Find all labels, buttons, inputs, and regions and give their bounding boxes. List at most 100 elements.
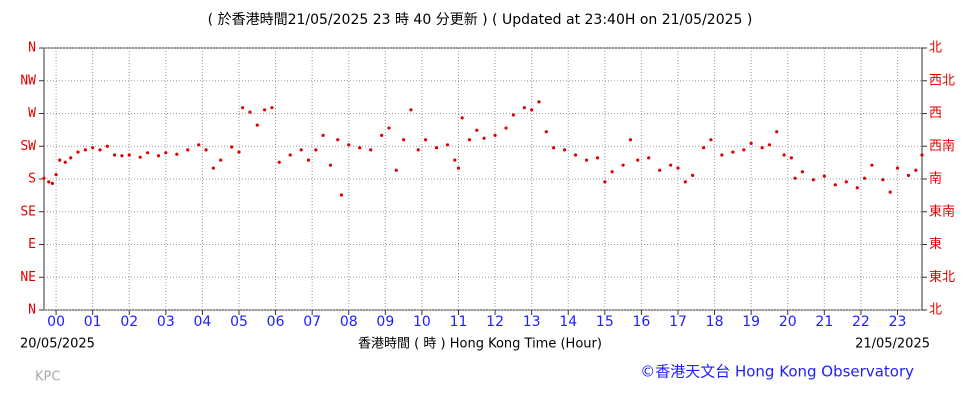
wind-direction-point xyxy=(475,128,479,132)
wind-direction-point xyxy=(800,170,804,174)
wind-direction-point xyxy=(595,156,600,160)
wind-direction-point xyxy=(573,153,578,157)
wind-direction-point xyxy=(237,150,241,154)
x-tick-label: 06 xyxy=(267,314,285,330)
wind-direction-point xyxy=(669,163,673,167)
wind-direction-point xyxy=(248,110,252,114)
wind-direction-point xyxy=(720,153,724,157)
wind-direction-point xyxy=(793,176,797,180)
wind-direction-point xyxy=(658,168,662,172)
wind-direction-point xyxy=(113,153,117,157)
y2-tick-label: 西北 xyxy=(929,73,955,88)
x-tick-label: 16 xyxy=(632,314,650,330)
wind-direction-point xyxy=(277,160,281,164)
wind-direction-point xyxy=(493,133,497,137)
end-date: 21/05/2025 xyxy=(855,337,930,352)
x-tick-label: 12 xyxy=(486,314,504,330)
wind-direction-point xyxy=(701,146,706,150)
wind-direction-point xyxy=(394,168,398,172)
x-axis-label: 香港時間 ( 時 ) Hong Kong Time (Hour) xyxy=(358,337,602,352)
wind-direction-point xyxy=(811,178,815,182)
wind-direction-point xyxy=(789,156,793,160)
x-tick-label: 17 xyxy=(669,314,687,330)
wind-direction-point xyxy=(402,138,406,142)
wind-direction-point xyxy=(862,176,867,180)
x-tick-label: 18 xyxy=(706,314,724,330)
y2-tick-label: 北 xyxy=(929,303,942,318)
x-tick-label: 10 xyxy=(413,314,431,330)
wind-direction-point xyxy=(120,154,124,158)
wind-direction-point xyxy=(175,152,179,156)
wind-direction-point xyxy=(83,148,87,152)
wind-direction-point xyxy=(445,143,450,147)
wind-direction-point xyxy=(906,173,911,177)
wind-direction-point xyxy=(731,150,735,154)
wind-direction-point xyxy=(482,136,486,140)
wind-direction-point xyxy=(270,106,274,110)
wind-direction-point xyxy=(460,116,464,120)
wind-direction-point xyxy=(881,178,885,182)
wind-direction-point xyxy=(767,143,772,147)
wind-direction-point xyxy=(544,130,548,134)
y-tick-label: W xyxy=(28,106,36,121)
y2-tick-label: 北 xyxy=(929,41,942,56)
x-tick-label: 05 xyxy=(230,314,248,330)
wind-direction-point xyxy=(138,155,142,159)
wind-direction-point xyxy=(339,193,344,197)
wind-direction-point xyxy=(314,148,318,152)
wind-direction-point xyxy=(749,141,753,145)
chart-title: ( 於香港時間21/05/2025 23 時 40 分更新 ) ( Update… xyxy=(208,12,753,28)
wind-direction-point xyxy=(47,180,51,184)
wind-direction-point xyxy=(299,148,303,152)
wind-direction-point xyxy=(145,151,150,155)
x-tick-label: 04 xyxy=(193,314,211,330)
wind-direction-point xyxy=(683,180,687,184)
wind-direction-point xyxy=(709,138,713,142)
wind-direction-point xyxy=(387,126,391,130)
wind-direction-point xyxy=(91,146,95,150)
wind-direction-point xyxy=(380,133,384,137)
wind-direction-point xyxy=(204,148,208,152)
wind-direction-point xyxy=(467,138,472,142)
y-tick-label: N xyxy=(28,303,36,318)
y-tick-label: N xyxy=(28,41,36,56)
y-tick-label: NW xyxy=(20,73,36,88)
wind-direction-point xyxy=(453,158,457,162)
wind-direction-point xyxy=(347,143,351,147)
x-tick-label: 19 xyxy=(742,314,760,330)
wind-direction-point xyxy=(504,126,508,130)
wind-direction-point xyxy=(782,153,786,157)
wind-direction-point xyxy=(156,154,161,158)
wind-direction-point xyxy=(562,148,567,152)
wind-direction-point xyxy=(262,108,267,112)
wind-direction-point xyxy=(522,106,526,110)
wind-direction-point xyxy=(676,166,680,170)
x-tick-label: 22 xyxy=(852,314,870,330)
wind-direction-point xyxy=(584,158,589,162)
wind-direction-point xyxy=(920,153,924,157)
wind-direction-point xyxy=(127,153,131,157)
x-tick-label: 03 xyxy=(157,314,175,330)
wind-direction-point xyxy=(511,113,515,117)
x-tick-label: 23 xyxy=(889,314,907,330)
wind-direction-point xyxy=(211,166,215,170)
wind-direction-point xyxy=(628,138,633,142)
wind-direction-point xyxy=(870,163,874,167)
wind-direction-point xyxy=(306,158,311,162)
wind-direction-point xyxy=(914,168,918,172)
start-date: 20/05/2025 xyxy=(20,337,95,352)
wind-direction-point xyxy=(358,146,362,150)
y-tick-label: SE xyxy=(20,204,36,219)
wind-direction-point xyxy=(530,108,534,112)
wind-direction-point xyxy=(164,151,168,155)
wind-direction-point xyxy=(328,163,333,167)
wind-direction-point xyxy=(186,148,190,152)
wind-direction-point xyxy=(42,176,46,180)
station-code: KPC xyxy=(35,370,60,385)
wind-direction-point xyxy=(197,143,201,147)
y-tick-label: E xyxy=(28,237,36,252)
wind-direction-point xyxy=(742,148,746,152)
wind-direction-point xyxy=(610,170,614,174)
y2-tick-label: 東南 xyxy=(929,203,955,219)
